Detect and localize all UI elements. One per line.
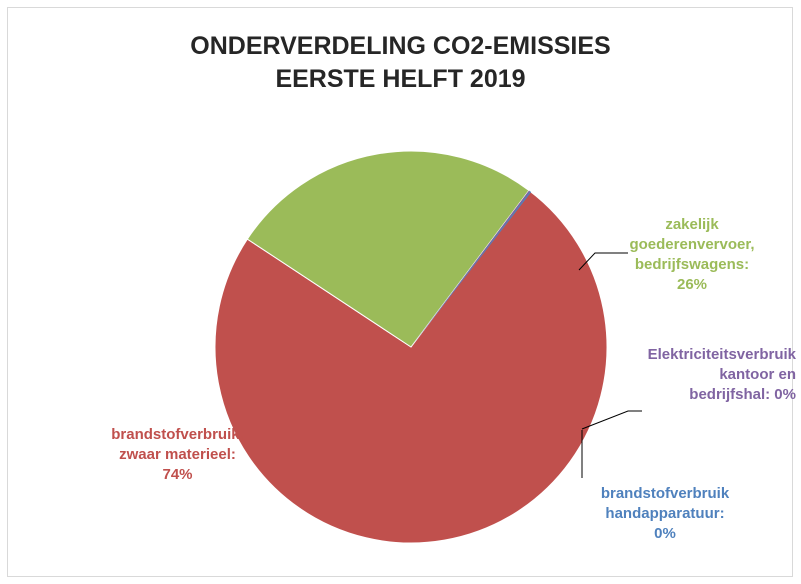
slice-label-handapparatuur-line-1: brandstofverbruik xyxy=(600,485,730,502)
slice-label-goederenvervoer: zakelijk goederenvervoer, bedrijfswagens… xyxy=(612,215,772,295)
slice-label-goederenvervoer-line-1: zakelijk xyxy=(665,216,719,233)
slice-label-handapparatuur-line-2: handapparatuur: xyxy=(605,505,725,522)
slice-goederenvervoer xyxy=(246,150,530,348)
slice-label-elektriciteit-line-1: Elektriciteitsverbruik xyxy=(647,346,796,363)
slice-label-zwaar-materieel-line-3: 74% xyxy=(162,466,193,483)
slice-label-goederenvervoer-line-2: goederenvervoer, xyxy=(629,236,755,253)
slice-handapparatuur xyxy=(411,191,532,347)
slice-elektriciteit xyxy=(411,190,531,347)
leader-lines xyxy=(578,252,642,478)
chart-title-line-1: ONDERVERDELING CO2-EMISSIES xyxy=(190,32,611,60)
slice-label-goederenvervoer-line-4: 26% xyxy=(676,276,708,293)
slice-label-elektriciteit-line-3: bedrijfshal: 0% xyxy=(689,386,796,403)
slice-label-zwaar-materieel: brandstofverbruik, zwaar materieel: 74% xyxy=(60,425,295,485)
chart-title: ONDERVERDELING CO2-EMISSIES EERSTE HELFT… xyxy=(0,30,801,96)
leader-line-goederenvervoer xyxy=(578,252,628,271)
slice-label-zwaar-materieel-line-1: brandstofverbruik, xyxy=(111,426,244,443)
chart-title-line-2: EERSTE HELFT 2019 xyxy=(275,65,526,93)
pie-slices xyxy=(214,150,608,544)
slice-label-handapparatuur: brandstofverbruik handapparatuur: 0% xyxy=(575,484,755,544)
slice-label-elektriciteit-line-2: kantoor en xyxy=(719,366,796,383)
slice-label-zwaar-materieel-line-2: zwaar materieel: xyxy=(119,446,236,463)
slice-label-handapparatuur-line-3: 0% xyxy=(654,525,676,542)
leader-line-elektriciteit xyxy=(581,410,642,430)
slice-label-goederenvervoer-line-3: bedrijfswagens: xyxy=(634,256,750,273)
slice-zwaar-materieel xyxy=(214,189,608,544)
slice-label-elektriciteit: Elektriciteitsverbruik kantoor en bedrij… xyxy=(626,345,796,405)
